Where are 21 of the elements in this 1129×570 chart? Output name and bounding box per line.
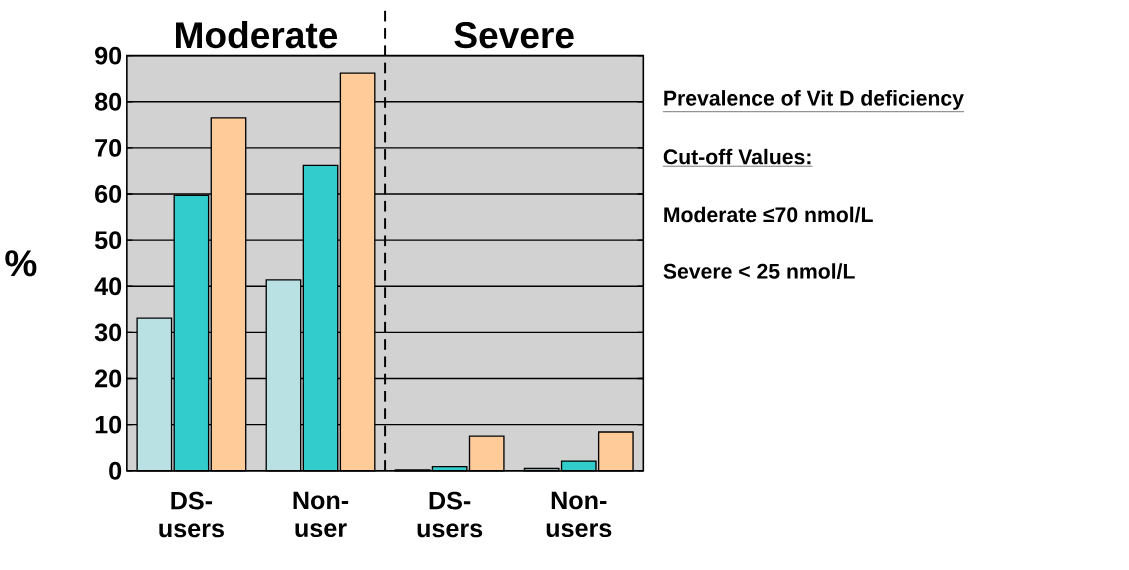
y-tick-label: 20 [95,369,122,388]
y-tick-label: 50 [94,231,122,249]
y-tick-label: 60 [95,185,122,203]
text: Moderate [176,21,338,49]
y-axis-title: % [5,250,37,277]
x-tick-label: Non-users [546,491,612,538]
x-tick-label: DS-users [417,491,483,538]
y-tick-label: 40 [94,277,122,296]
y-tick-label: 10 [95,415,122,434]
y-tick-label: 0 [109,461,122,480]
y-tick-label: 30 [94,323,122,342]
x-tick-label: Non-user [293,491,349,538]
x-tick-label: DS-users [159,491,224,538]
y-tick-label: 80 [94,92,122,111]
text: Prevalence of Vit D deficiency [664,90,964,110]
y-tick-label: 90 [95,46,122,65]
text: Moderate ≤70 nmol/L [664,206,873,223]
text: Severe < 25 nmol/L [663,263,855,279]
text: Cut-off Values: [663,148,811,165]
y-tick-label: 70 [95,138,122,157]
text: Severe [454,22,574,49]
